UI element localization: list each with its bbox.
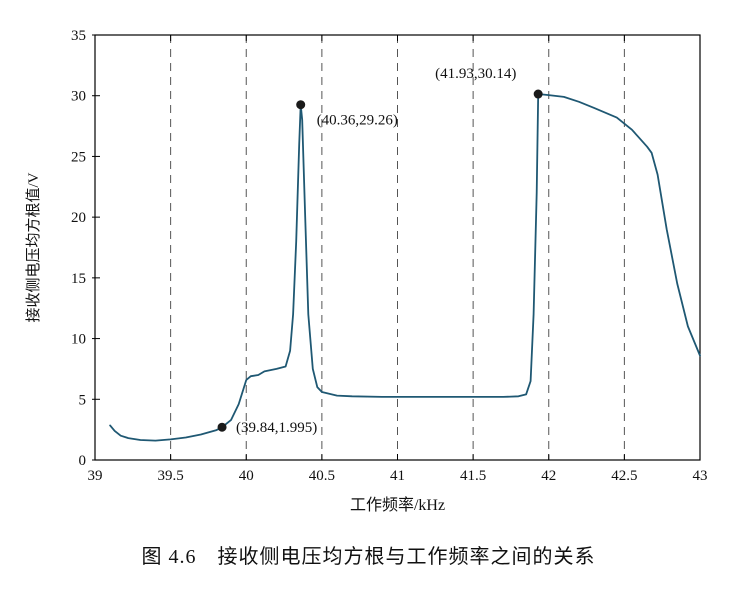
y-axis-tick-label: 20 xyxy=(71,210,86,226)
x-axis-tick-label: 39.5 xyxy=(158,468,184,484)
annotation-label: (41.93,30.14) xyxy=(435,66,516,82)
y-axis-tick-label: 5 xyxy=(79,392,87,408)
chart-area: 39 39.5 40 40.5 41 41.5 42 42.5 43 0 5 10 15 20 25 30 35… xyxy=(25,28,708,514)
x-axis-tick-label: 41 xyxy=(390,468,405,484)
x-axis-tick-label: 42 xyxy=(541,468,556,484)
series-line xyxy=(109,93,701,442)
y-axis-tick-label: 10 xyxy=(71,332,86,348)
x-axis-tick-label: 40 xyxy=(239,468,254,484)
annotation-label: (40.36,29.26) xyxy=(317,113,398,129)
y-axis: 0 5 10 15 20 25 30 35 xyxy=(71,28,100,469)
y-axis-tick-label: 30 xyxy=(71,89,86,105)
y-axis-tick-label: 35 xyxy=(71,28,86,44)
y-axis-title: 接收侧电压均方根值/V xyxy=(25,172,42,322)
x-axis-tick-label: 42.5 xyxy=(611,468,637,484)
x-axis-tick-label: 43 xyxy=(693,468,708,484)
data-point-marker xyxy=(296,100,306,110)
x-axis: 39 39.5 40 40.5 41 41.5 42 42.5 43 xyxy=(88,35,708,484)
x-axis-tick-label: 41.5 xyxy=(460,468,486,484)
y-axis-tick-label: 0 xyxy=(79,453,87,469)
y-axis-tick-label: 15 xyxy=(71,271,86,287)
figure-caption: 图 4.6 接收侧电压均方根与工作频率之间的关系 xyxy=(141,546,596,568)
x-gridlines xyxy=(170,35,625,460)
x-axis-tick-label: 39 xyxy=(88,468,103,484)
annotations: (39.84,1.995) (40.36,29.26) (41.93,30.14) xyxy=(217,66,543,436)
annotation-label: (39.84,1.995) xyxy=(236,420,317,436)
y-axis-tick-label: 25 xyxy=(71,149,86,165)
x-axis-title: 工作频率/kHz xyxy=(350,496,445,514)
line-chart: 39 39.5 40 40.5 41 41.5 42 42.5 43 0 5 10 15 20 25 30 35… xyxy=(25,28,708,514)
x-axis-tick-label: 40.5 xyxy=(309,468,335,484)
data-point-marker xyxy=(217,422,227,432)
data-point-marker xyxy=(533,89,543,99)
